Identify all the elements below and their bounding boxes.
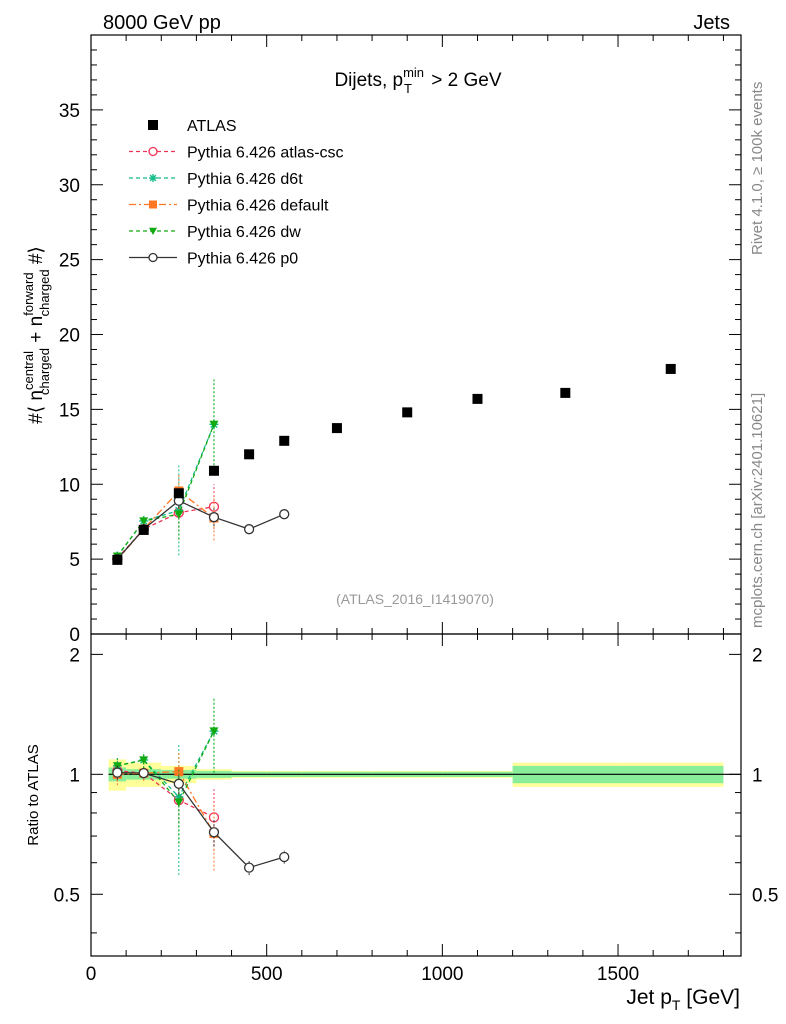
data-point	[279, 435, 290, 446]
legend-marker	[148, 252, 158, 263]
legend-label: Pythia 6.426 dw	[187, 224, 301, 241]
ratio-point	[174, 798, 184, 807]
legend-marker	[149, 227, 157, 235]
series-point	[279, 509, 290, 520]
title-superscript: min	[403, 65, 424, 80]
y-tick-label: 0	[69, 625, 80, 646]
x-tick-label: 1500	[597, 964, 639, 985]
xlabel-part: Jet p	[626, 986, 672, 1009]
y-tick-label: 5	[69, 550, 80, 571]
legend-label: Pythia 6.426 p0	[187, 251, 298, 268]
ylabel-subscript: charged	[37, 348, 52, 395]
ratio-panel-marks	[112, 697, 290, 876]
data-point	[472, 393, 483, 404]
mcplots-label: mcplots.cern.ch [arXiv:2401.10621]	[749, 393, 766, 628]
title-part: > 2 GeV	[426, 70, 502, 91]
legend-label: Pythia 6.426 atlas-csc	[187, 145, 344, 162]
ratio-point	[139, 756, 149, 765]
y-tick-label: 20	[59, 326, 80, 347]
y-tick-label: 15	[59, 400, 80, 421]
legend-marker	[149, 200, 157, 209]
ratio-point	[173, 778, 184, 789]
data-point	[560, 387, 571, 398]
y-axis-label: #⟨ ncentralcharged + nforwardcharged #⟩	[21, 246, 52, 424]
rivet-version-label: Rivet 4.1.0, ≥ 100k events	[749, 82, 766, 255]
ylabel-part: #⟩	[26, 246, 47, 269]
data-point	[208, 465, 219, 476]
ratio-point	[112, 767, 123, 778]
ylabel-part: #⟨ n	[26, 390, 47, 424]
data-point	[173, 488, 184, 499]
ratio-point	[243, 862, 255, 873]
series-point	[243, 524, 255, 535]
y-tick-label: 35	[59, 101, 80, 122]
ratio-tick-label: 1	[69, 765, 80, 786]
legend: ATLAS Pythia 6.426 atlas-csc Pythia 6.426 …	[129, 118, 344, 268]
data-point	[665, 363, 676, 374]
series-point	[209, 420, 219, 429]
ratio-tick-label: 2	[69, 645, 80, 666]
ratio-point	[279, 851, 290, 863]
legend-label: Pythia 6.426 d6t	[187, 171, 303, 188]
series-line	[116, 490, 215, 561]
ratio-axis-label: Ratio to ATLAS	[25, 744, 42, 845]
title-part: Dijets, p	[334, 70, 403, 91]
ratio-point	[209, 727, 219, 736]
data-point	[112, 554, 123, 565]
legend-marker	[149, 174, 157, 182]
y-tick-label: 30	[59, 176, 80, 197]
ylabel-superscript: central	[21, 351, 36, 390]
series-point	[174, 510, 184, 519]
legend-label: Pythia 6.426 default	[187, 198, 329, 215]
ratio-panel-frame	[90, 633, 742, 957]
legend-marker	[148, 120, 158, 130]
data-point	[402, 407, 413, 418]
data-point	[331, 423, 342, 434]
x-tick-label: 500	[251, 964, 283, 985]
series-point	[139, 517, 149, 526]
series-line	[116, 506, 215, 559]
axis-ticks	[90, 35, 741, 956]
main-panel-marks	[112, 363, 676, 565]
plot-title: Dijets, pmin T > 2 GeV	[334, 65, 501, 96]
x-tick-label: 1000	[421, 964, 463, 985]
x-tick-label: 0	[86, 964, 97, 985]
ratio-uncertainty-bands	[108, 759, 724, 791]
ylabel-subscript: charged	[37, 269, 52, 316]
ratio-tick-label-right: 1	[752, 765, 763, 786]
ratio-point	[208, 827, 220, 838]
y-tick-label: 25	[59, 251, 80, 272]
axis-tick-labels: 0 500 1000 1500 0 5 10 15 20 25 30 35 0.5 0.5 1 1 2 2	[54, 101, 779, 985]
x-axis-label: Jet pT [GeV]	[626, 986, 740, 1013]
data-point	[244, 449, 255, 460]
legend-label: ATLAS	[187, 118, 237, 135]
series-line	[116, 424, 215, 557]
ratio-tick-label-right: 0.5	[752, 885, 778, 906]
ratio-tick-label-right: 2	[752, 645, 763, 666]
series-point	[208, 512, 220, 523]
y-tick-label: 10	[59, 475, 80, 496]
ratio-series-line	[117, 730, 215, 804]
xlabel-part: [GeV]	[680, 986, 740, 1009]
header-left: 8000 GeV pp	[103, 12, 221, 34]
star-arm	[149, 174, 157, 182]
ratio-point	[138, 767, 149, 779]
ylabel-superscript: forward	[21, 272, 36, 315]
xlabel-subscript: T	[672, 997, 681, 1013]
ratio-tick-label: 0.5	[54, 885, 80, 906]
ratio-point	[174, 767, 184, 777]
ylabel-part: + n	[26, 316, 47, 348]
legend-marker	[148, 146, 158, 157]
analysis-label: (ATLAS_2016_I1419070)	[336, 591, 494, 607]
data-point	[138, 524, 149, 535]
title-subscript: T	[404, 81, 412, 96]
header-right: Jets	[693, 12, 730, 34]
